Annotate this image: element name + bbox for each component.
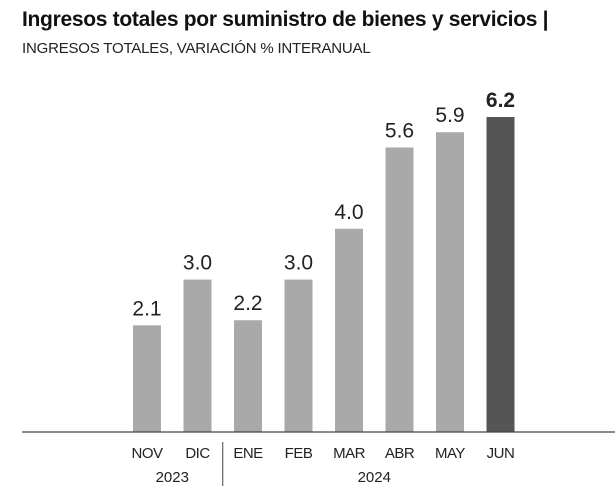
data-label-nov: 2.1 — [132, 297, 161, 320]
data-label-feb: 3.0 — [284, 252, 313, 275]
bar-jun — [486, 117, 515, 432]
data-label-abr: 5.6 — [385, 119, 414, 142]
bar-nov — [133, 325, 161, 432]
data-label-jun: 6.2 — [486, 89, 515, 112]
bar-abr — [385, 147, 414, 432]
year-label-2024: 2024 — [358, 469, 391, 486]
chart-title: Ingresos totales por suministro de biene… — [22, 8, 549, 31]
tick-label-mar: MAR — [333, 445, 366, 462]
bar-mar — [335, 228, 363, 432]
tick-label-ene: ENE — [233, 445, 263, 462]
bar-ene — [234, 320, 262, 432]
tick-label-jun: JUN — [487, 445, 515, 462]
tick-label-nov: NOV — [131, 445, 163, 462]
bar-feb — [284, 279, 313, 432]
tick-label-feb: FEB — [285, 445, 313, 462]
tick-label-dic: DIC — [185, 445, 210, 462]
chart-subtitle: INGRESOS TOTALES, VARIACIÓN % INTERANUAL — [22, 40, 371, 57]
data-label-mar: 4.0 — [334, 201, 363, 224]
year-label-2023: 2023 — [156, 469, 189, 486]
data-label-ene: 2.2 — [233, 292, 262, 315]
bar-dic — [183, 279, 212, 432]
data-label-dic: 3.0 — [183, 252, 212, 275]
tick-label-may: MAY — [435, 445, 465, 462]
bar-may — [436, 132, 464, 432]
tick-label-abr: ABR — [385, 445, 415, 462]
data-label-may: 5.9 — [435, 104, 464, 127]
